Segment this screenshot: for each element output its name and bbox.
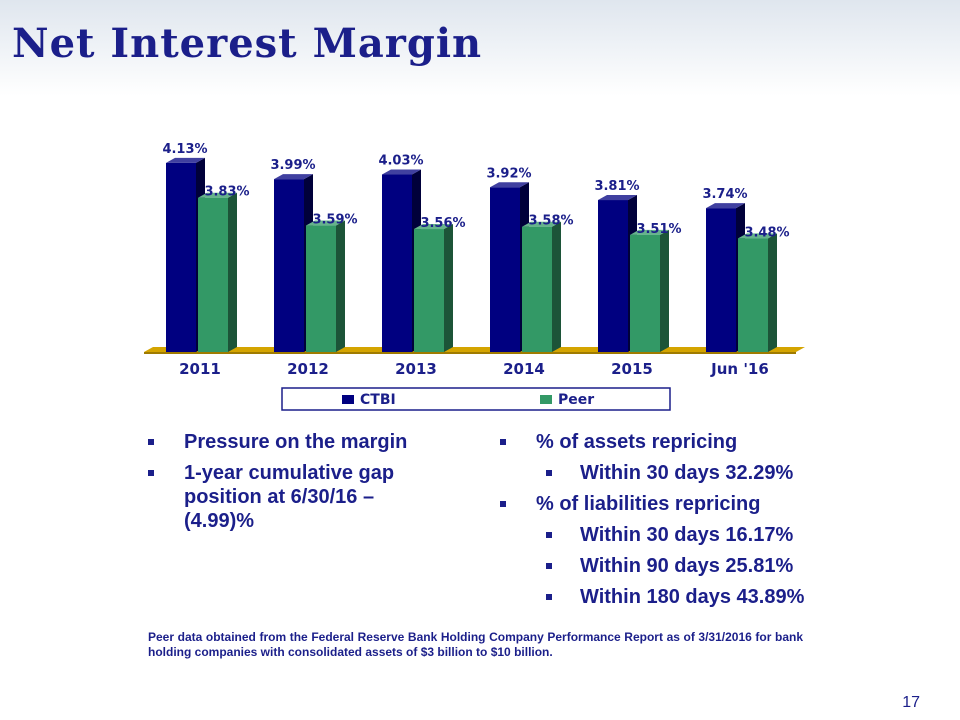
bar-top [490,182,529,188]
bar-top [522,221,561,227]
bar-peer [414,229,444,352]
bar-side [444,224,453,352]
header-band [0,0,960,96]
data-label-ctbi: 3.81% [594,179,639,194]
data-label-ctbi: 3.74% [702,187,747,202]
bullet-marker [148,470,154,476]
bullet-marker [546,594,552,600]
bar-peer [522,226,552,352]
bar-top [274,174,313,180]
x-tick-label: 2014 [503,360,545,378]
footnote: Peer data obtained from the Federal Rese… [148,630,803,659]
bar-ctbi [706,208,736,352]
bullet-text: Within 90 days 25.81% [580,555,794,577]
bar-side [768,233,777,352]
x-tick-label: 2013 [395,360,437,378]
bar-top [166,157,205,163]
bar-ctbi [382,174,412,352]
bar-side [660,229,669,352]
data-label-ctbi: 4.03% [378,154,423,169]
bar-top [414,224,453,230]
data-label-peer: 3.51% [636,222,681,237]
bullet-item: 1-year cumulative gap position at 6/30/1… [148,461,448,533]
bullet-item: % of assets repricing [500,430,920,454]
legend-swatch-ctbi [342,395,354,404]
legend-label-peer: Peer [558,392,594,408]
bar-side [228,192,237,352]
sub-bullet-item: Within 30 days 32.29% [500,461,920,485]
data-label-ctbi: 3.99% [270,158,315,173]
left-bullet-list: Pressure on the margin 1-year cumulative … [148,430,448,540]
data-label-peer: 3.59% [312,213,357,228]
bullet-text: Pressure on the margin [184,431,408,453]
legend-label-ctbi: CTBI [360,392,396,408]
bar-chart: 4.13% 3.83% 2011 3.99% 3.59% 2012 4.03% 3.56% 20… [144,142,805,411]
right-bullet-list: % of assets repricing Within 30 days 32.2… [500,430,920,616]
data-label-peer: 3.48% [744,225,789,240]
bullet-marker [546,470,552,476]
x-tick-label: 2015 [611,360,653,378]
bullet-text: Within 180 days 43.89% [580,586,805,608]
bullet-text: % of liabilities repricing [536,493,761,515]
bar-peer [738,238,768,352]
data-label-ctbi: 4.13% [162,142,207,157]
bar-peer [630,234,660,352]
chart-floor [144,347,805,352]
bullet-text: 1-year cumulative gap position at 6/30/1… [184,462,395,532]
data-label-ctbi: 3.92% [486,166,531,181]
data-label-peer: 3.83% [204,185,249,200]
sub-bullet-item: Within 180 days 43.89% [500,585,920,609]
bar-peer [198,197,228,352]
bullet-text: Within 30 days 16.17% [580,524,794,546]
bar-top [706,203,745,209]
bullet-text: % of assets repricing [536,431,738,453]
x-tick-label: Jun '16 [710,360,769,378]
bar-ctbi [490,187,520,352]
bullet-marker [546,532,552,538]
bullet-marker [500,501,506,507]
sub-bullet-item: Within 90 days 25.81% [500,554,920,578]
x-tick-label: 2012 [287,360,329,378]
sub-bullet-item: Within 30 days 16.17% [500,523,920,547]
bar-side [552,221,561,352]
bar-top [738,233,777,239]
legend-box [281,387,671,411]
bar-top [306,220,345,226]
bar-ctbi [598,200,628,352]
bullet-marker [148,439,154,445]
bar-top [598,195,637,201]
bar-ctbi [274,179,304,352]
bullet-text: Within 30 days 32.29% [580,462,794,484]
legend-swatch-peer [540,395,552,404]
bar-top [198,192,237,198]
bar-top [382,169,421,175]
data-label-peer: 3.58% [528,214,573,229]
chart-floor-edge [144,352,796,354]
page-title: Net Interest Margin [12,20,483,67]
bullet-item: Pressure on the margin [148,430,448,454]
data-label-peer: 3.56% [420,216,465,231]
bullet-marker [500,439,506,445]
bar-ctbi [166,162,196,352]
x-tick-label: 2011 [179,360,221,378]
page-number: 17 [902,694,920,711]
bar-top [630,229,669,235]
bar-peer [306,225,336,352]
bullet-item: % of liabilities repricing [500,492,920,516]
bar-side [336,220,345,352]
bullet-marker [546,563,552,569]
